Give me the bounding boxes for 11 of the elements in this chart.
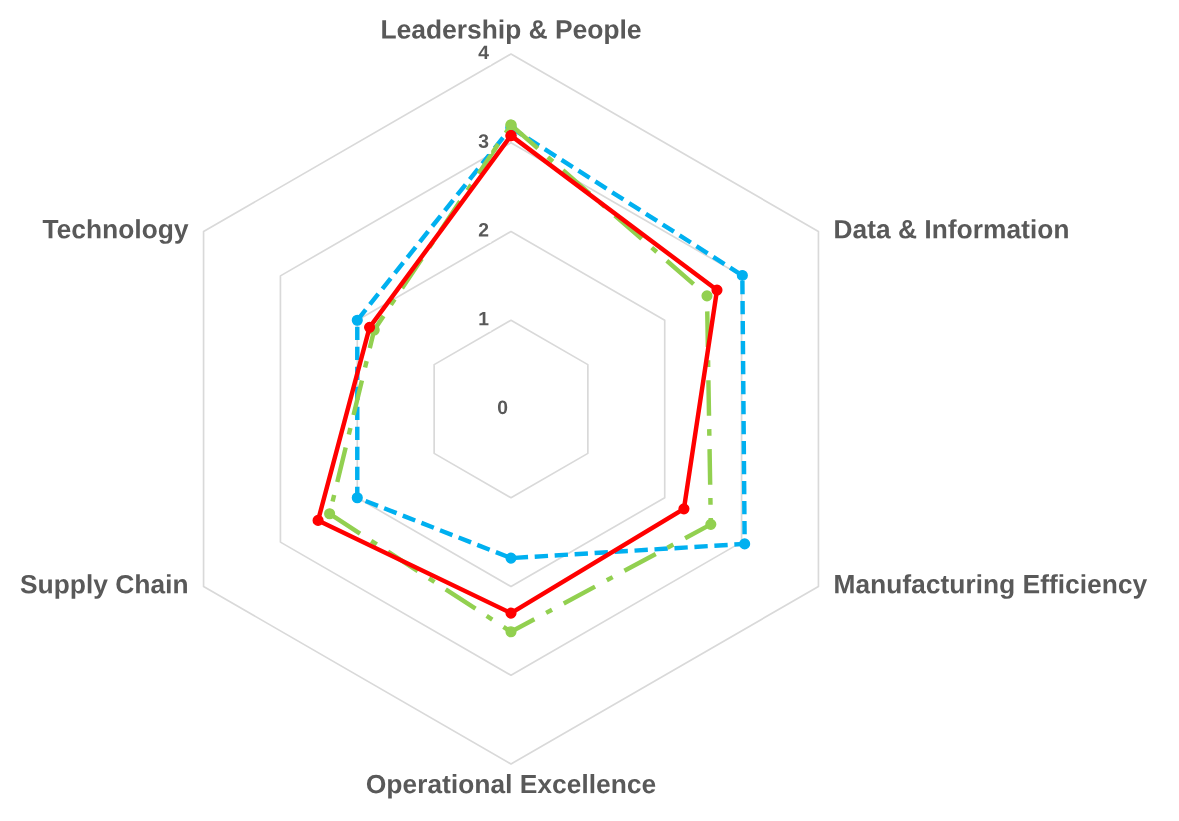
- y-tick-label: 2: [478, 222, 489, 237]
- y-tick-label: 1: [479, 311, 489, 326]
- spoke-label: Operational Excellence: [366, 774, 656, 799]
- spoke-label: Technology: [42, 219, 189, 244]
- spoke-label: Manufacturing Efficiency: [835, 574, 1148, 599]
- spoke-label: Leadership & People: [382, 19, 641, 44]
- spoke-label: Supply Chain: [20, 574, 187, 599]
- spoke-label: Data & Information: [835, 219, 1068, 239]
- y-tick-label: 3: [478, 134, 489, 148]
- y-tick-label: 4: [478, 45, 489, 60]
- y-tick-label: 0: [497, 400, 508, 415]
